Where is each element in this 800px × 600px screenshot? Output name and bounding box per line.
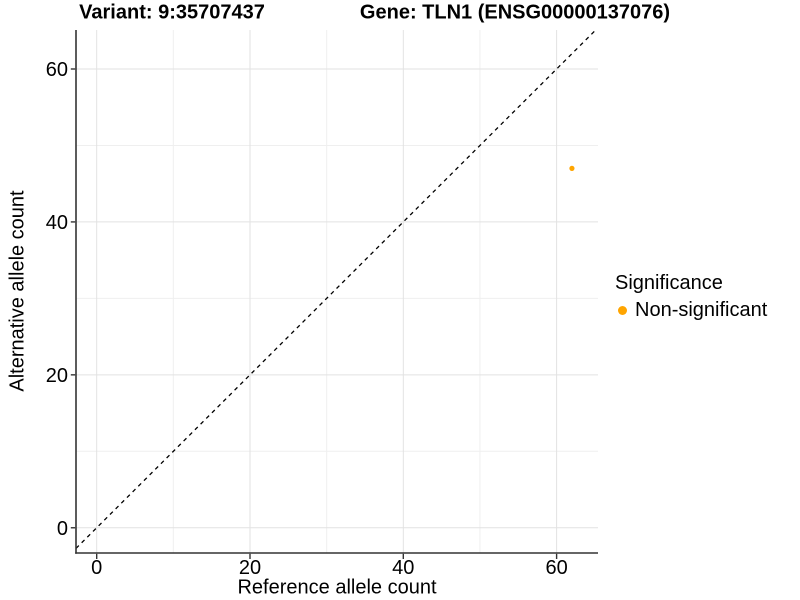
tick-label: 0 xyxy=(57,518,68,540)
tick-label: 20 xyxy=(46,365,68,387)
legend-item-label: Non-significant xyxy=(635,299,768,321)
tick-label: 40 xyxy=(46,212,68,234)
plot-title-variant: Variant: 9:35707437 xyxy=(79,1,265,24)
legend-key-dot xyxy=(618,305,627,315)
tick-label: 60 xyxy=(545,557,567,579)
legend-title: Significance xyxy=(615,272,723,294)
y-axis-title: Alternative allele count xyxy=(6,190,29,392)
plot-title-gene: Gene: TLN1 (ENSG00000137076) xyxy=(359,1,671,24)
tick-label: 0 xyxy=(91,557,102,579)
identity-dashed-line xyxy=(76,30,597,549)
tick-label: 60 xyxy=(46,59,68,81)
legend-item-non-significant: Non-significant xyxy=(615,299,767,321)
x-axis-title: Reference allele count xyxy=(237,576,437,599)
tick-label: 40 xyxy=(392,557,414,579)
legend: Significance Non-significant xyxy=(615,272,767,321)
tick-label: 20 xyxy=(239,557,261,579)
data-point xyxy=(569,165,575,171)
